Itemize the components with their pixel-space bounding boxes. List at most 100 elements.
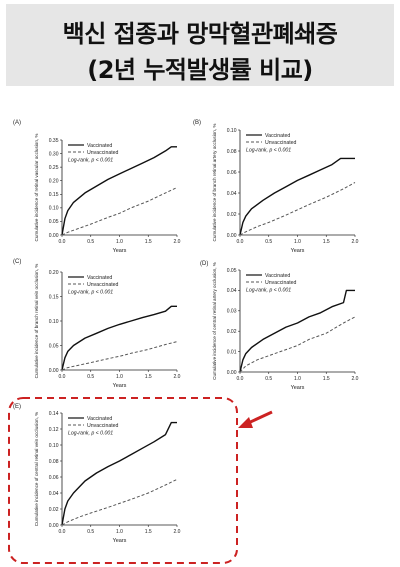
y-axis-label: Cumulative incidence of central retinal …	[34, 412, 39, 526]
y-tick-label: 0.14	[49, 411, 59, 417]
y-tick-label: 0.12	[49, 427, 59, 433]
chart-panel-0: (A) 0.00 0.05 0.10 0.15 0.20 0.25 0.30 0.35 0.0 0.…	[13, 120, 181, 254]
y-tick-label: 0.02	[227, 329, 237, 335]
x-tick-label: 1.0	[294, 239, 301, 245]
x-tick-label: 2.0	[352, 239, 359, 245]
annotation-logrank: Log-rank, p < 0.001	[68, 158, 113, 164]
series-line-vaccinated	[61, 421, 177, 526]
annotation-logrank: Log-rank, p < 0.001	[246, 288, 291, 294]
y-tick-label: 0.10	[49, 443, 59, 449]
x-tick-label: 2.0	[174, 239, 181, 245]
x-tick-label: 1.5	[323, 376, 330, 382]
panel-label: (E)	[13, 404, 21, 410]
y-tick-label: 0.08	[49, 459, 59, 465]
legend-label-vaccinated: Vaccinated	[87, 143, 112, 149]
legend-label-unvaccinated: Unvaccinated	[87, 150, 119, 156]
y-tick-label: 0.00	[49, 233, 59, 239]
page-subtitle: (2년 누적발생률 비교)	[87, 56, 313, 84]
chart-panel-2: (C) 0.00 0.05 0.10 0.15 0.20 0.0 0.5 1.0 1.5 2.0 Ye…	[13, 259, 181, 389]
page-title: 백신 접종과 망막혈관폐쇄증	[62, 20, 338, 48]
series-line-unvaccinated	[61, 187, 178, 236]
y-tick-label: 0.06	[227, 170, 237, 176]
y-tick-label: 0.04	[227, 288, 237, 294]
y-tick-label: 0.01	[227, 349, 237, 355]
series-line-unvaccinated	[239, 182, 356, 236]
panel-label: (A)	[13, 120, 21, 126]
y-tick-label: 0.10	[49, 206, 59, 212]
x-tick-label: 0.5	[265, 239, 272, 245]
legend-label-vaccinated: Vaccinated	[87, 416, 112, 422]
chart-panel-3: (D) 0.00 0.01 0.02 0.03 0.04 0.05 0.0 0.5 1.0 1.5 2…	[200, 261, 359, 391]
panel-label: (B)	[193, 120, 201, 126]
series-line-unvaccinated	[61, 478, 178, 526]
legend-label-unvaccinated: Unvaccinated	[87, 282, 119, 288]
x-tick-label: 1.0	[116, 529, 123, 535]
x-axis-label: Years	[113, 383, 127, 389]
y-tick-label: 0.05	[49, 219, 59, 225]
y-tick-label: 0.15	[49, 294, 59, 300]
y-tick-label: 0.10	[49, 319, 59, 325]
y-tick-label: 0.00	[49, 523, 59, 529]
x-tick-label: 1.5	[323, 239, 330, 245]
x-tick-label: 0.0	[59, 239, 66, 245]
x-tick-label: 1.0	[294, 376, 301, 382]
y-axis-label: Cumulative incidence of retinal vascular…	[34, 133, 39, 241]
chart-panel-4: (E) 0.00 0.02 0.04 0.06 0.08 0.10 0.12 0.14 0.0 0.…	[13, 404, 181, 544]
y-tick-label: 0.10	[227, 128, 237, 134]
y-tick-label: 0.08	[227, 149, 237, 155]
title-banner	[6, 4, 394, 86]
legend-label-unvaccinated: Unvaccinated	[87, 423, 119, 429]
y-tick-label: 0.06	[49, 475, 59, 481]
legend-label-vaccinated: Vaccinated	[265, 133, 290, 139]
chart-panel-1: (B) 0.00 0.02 0.04 0.06 0.08 0.10 0.0 0.5 1.0 1.5 2…	[193, 120, 359, 254]
legend-label-unvaccinated: Unvaccinated	[265, 140, 297, 146]
y-tick-label: 0.20	[49, 179, 59, 185]
y-tick-label: 0.03	[227, 309, 237, 315]
y-tick-label: 0.00	[227, 233, 237, 239]
y-tick-label: 0.05	[227, 268, 237, 274]
x-tick-label: 0.5	[87, 529, 94, 535]
x-axis-label: Years	[113, 538, 127, 544]
x-tick-label: 1.5	[145, 239, 152, 245]
x-tick-label: 0.0	[237, 239, 244, 245]
y-axis-label: Cumulative incidence of central retinal …	[212, 262, 217, 380]
x-tick-label: 0.5	[87, 239, 94, 245]
legend-label-vaccinated: Vaccinated	[87, 275, 112, 281]
y-tick-label: 0.00	[227, 370, 237, 376]
x-tick-label: 2.0	[352, 376, 359, 382]
y-tick-label: 0.00	[49, 368, 59, 374]
series-line-unvaccinated	[61, 341, 178, 371]
legend-label-vaccinated: Vaccinated	[265, 273, 290, 279]
y-tick-label: 0.05	[49, 343, 59, 349]
y-axis-label: Cumulative incidence of branch retinal v…	[34, 264, 39, 379]
x-tick-label: 2.0	[174, 529, 181, 535]
y-tick-label: 0.15	[49, 192, 59, 198]
y-tick-label: 0.35	[49, 138, 59, 144]
x-tick-label: 0.0	[237, 376, 244, 382]
series-line-unvaccinated	[239, 316, 356, 373]
x-axis-label: Years	[291, 385, 305, 391]
x-tick-label: 2.0	[174, 374, 181, 380]
y-tick-label: 0.04	[49, 491, 59, 497]
y-tick-label: 0.02	[227, 212, 237, 218]
x-axis-label: Years	[291, 248, 305, 254]
y-tick-label: 0.30	[49, 151, 59, 157]
x-tick-label: 1.5	[145, 529, 152, 535]
y-tick-label: 0.04	[227, 191, 237, 197]
series-line-vaccinated	[239, 157, 355, 236]
series-line-vaccinated	[61, 146, 177, 236]
x-tick-label: 0.0	[59, 529, 66, 535]
annotation-logrank: Log-rank, p < 0.001	[68, 431, 113, 437]
highlight-box	[8, 397, 238, 564]
y-tick-label: 0.25	[49, 165, 59, 171]
y-tick-label: 0.02	[49, 507, 59, 513]
x-tick-label: 1.0	[116, 374, 123, 380]
x-tick-label: 1.5	[145, 374, 152, 380]
y-axis-label: Cumulative incidence of branch retinal a…	[212, 124, 217, 242]
x-tick-label: 0.0	[59, 374, 66, 380]
y-tick-label: 0.20	[49, 270, 59, 276]
annotation-logrank: Log-rank, p < 0.001	[68, 290, 113, 296]
x-tick-label: 0.5	[265, 376, 272, 382]
panel-label: (D)	[200, 261, 208, 267]
